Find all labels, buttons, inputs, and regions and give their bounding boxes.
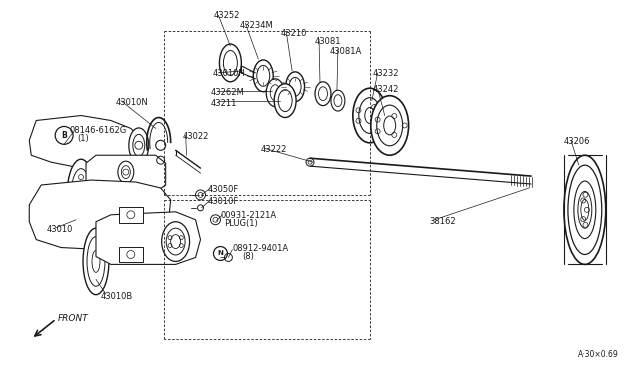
Ellipse shape xyxy=(266,79,284,107)
Ellipse shape xyxy=(331,90,345,111)
Text: 43010H: 43010H xyxy=(212,69,245,78)
Text: 43262M: 43262M xyxy=(211,88,244,97)
Text: FRONT: FRONT xyxy=(58,314,89,323)
Ellipse shape xyxy=(285,72,305,102)
Ellipse shape xyxy=(274,84,296,118)
Ellipse shape xyxy=(581,199,589,220)
Text: 43010F: 43010F xyxy=(207,197,239,206)
Text: 43050F: 43050F xyxy=(207,185,239,194)
Text: 08146-6162G: 08146-6162G xyxy=(69,126,126,135)
Circle shape xyxy=(308,160,312,164)
Ellipse shape xyxy=(162,222,189,262)
Ellipse shape xyxy=(377,105,403,146)
Ellipse shape xyxy=(223,51,237,76)
Text: 43232: 43232 xyxy=(372,69,399,78)
Bar xyxy=(119,247,143,262)
Ellipse shape xyxy=(118,161,134,183)
Ellipse shape xyxy=(171,235,180,248)
Ellipse shape xyxy=(166,228,185,255)
Ellipse shape xyxy=(270,85,280,101)
Text: 43010: 43010 xyxy=(46,225,72,234)
Ellipse shape xyxy=(574,181,596,238)
Text: 43206: 43206 xyxy=(564,137,591,146)
Text: 43222: 43222 xyxy=(260,145,287,154)
Text: B: B xyxy=(61,131,67,140)
Ellipse shape xyxy=(278,90,292,112)
Ellipse shape xyxy=(568,165,602,254)
Text: 43252: 43252 xyxy=(214,11,240,20)
Ellipse shape xyxy=(365,108,375,124)
Text: 43210: 43210 xyxy=(280,29,307,38)
Bar xyxy=(119,207,143,223)
Text: 00931-2121A: 00931-2121A xyxy=(220,211,276,220)
Text: (8): (8) xyxy=(243,251,254,260)
Text: 38162: 38162 xyxy=(429,217,456,226)
Text: 43081: 43081 xyxy=(315,37,342,46)
Circle shape xyxy=(306,158,314,166)
Text: 43081A: 43081A xyxy=(330,47,362,56)
Ellipse shape xyxy=(129,128,148,163)
Ellipse shape xyxy=(122,166,131,179)
Ellipse shape xyxy=(67,159,95,231)
Ellipse shape xyxy=(359,98,381,134)
Ellipse shape xyxy=(71,169,91,221)
Ellipse shape xyxy=(76,182,86,208)
Polygon shape xyxy=(29,116,141,168)
Ellipse shape xyxy=(353,88,387,143)
Ellipse shape xyxy=(92,250,100,272)
Ellipse shape xyxy=(133,134,145,156)
Ellipse shape xyxy=(578,192,592,228)
Text: PLUG(1): PLUG(1) xyxy=(225,219,258,228)
Ellipse shape xyxy=(257,65,269,86)
Ellipse shape xyxy=(289,77,301,96)
Text: 08912-9401A: 08912-9401A xyxy=(232,244,289,253)
Text: 43242: 43242 xyxy=(372,85,399,94)
Ellipse shape xyxy=(83,228,109,295)
Ellipse shape xyxy=(253,60,273,92)
Text: (1): (1) xyxy=(77,134,89,143)
Text: N: N xyxy=(218,250,223,256)
Ellipse shape xyxy=(87,237,105,286)
Text: 43010N: 43010N xyxy=(116,98,148,107)
Text: 43010B: 43010B xyxy=(101,292,133,301)
Polygon shape xyxy=(29,180,171,250)
Ellipse shape xyxy=(384,116,396,135)
Text: 43211: 43211 xyxy=(211,99,237,108)
Ellipse shape xyxy=(371,96,408,155)
Ellipse shape xyxy=(220,44,241,82)
Ellipse shape xyxy=(315,82,331,106)
Polygon shape xyxy=(96,212,200,264)
Ellipse shape xyxy=(564,155,605,264)
Polygon shape xyxy=(86,155,166,192)
Ellipse shape xyxy=(319,87,328,101)
Text: 43022: 43022 xyxy=(182,132,209,141)
Text: 43234M: 43234M xyxy=(239,21,273,30)
Ellipse shape xyxy=(334,95,342,107)
Circle shape xyxy=(211,215,220,225)
Text: A·30×0.69: A·30×0.69 xyxy=(578,350,619,359)
